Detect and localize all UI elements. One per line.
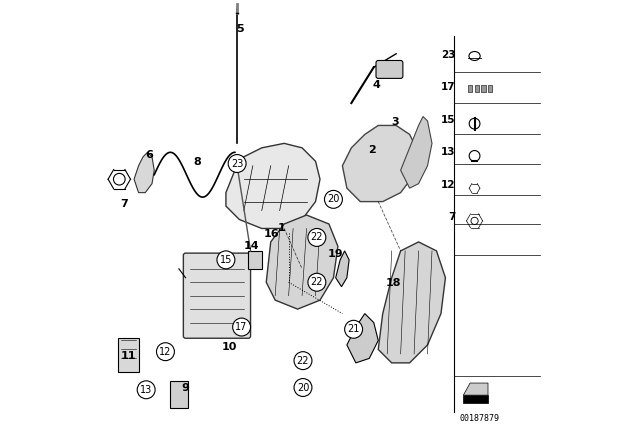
Text: 15: 15 <box>441 115 456 125</box>
Text: 9: 9 <box>182 383 189 392</box>
Polygon shape <box>463 383 488 395</box>
Text: 22: 22 <box>310 277 323 287</box>
Circle shape <box>308 228 326 246</box>
Text: 10: 10 <box>222 342 237 352</box>
Bar <box>488 85 493 92</box>
Bar <box>468 85 472 92</box>
Text: 2: 2 <box>367 145 376 155</box>
Text: 23: 23 <box>231 159 243 168</box>
Text: 14: 14 <box>244 241 260 250</box>
Polygon shape <box>336 251 349 287</box>
Polygon shape <box>342 125 419 202</box>
Text: 21: 21 <box>348 324 360 334</box>
Polygon shape <box>226 143 320 228</box>
Text: 16: 16 <box>264 229 280 239</box>
FancyBboxPatch shape <box>184 253 251 338</box>
Circle shape <box>217 251 235 269</box>
Circle shape <box>294 379 312 396</box>
Polygon shape <box>266 215 338 309</box>
Text: 17: 17 <box>441 82 456 92</box>
Text: 18: 18 <box>386 278 402 288</box>
Text: 12: 12 <box>159 347 172 357</box>
Text: 4: 4 <box>372 80 380 90</box>
Text: 22: 22 <box>310 233 323 242</box>
Polygon shape <box>134 152 154 193</box>
Circle shape <box>233 318 251 336</box>
Circle shape <box>324 190 342 208</box>
Bar <box>463 395 488 403</box>
Bar <box>481 85 486 92</box>
Text: 6: 6 <box>145 150 153 159</box>
Text: 7: 7 <box>449 212 456 222</box>
Polygon shape <box>378 242 445 363</box>
Text: 11: 11 <box>120 351 136 361</box>
Circle shape <box>228 155 246 172</box>
Text: 3: 3 <box>392 117 399 127</box>
Polygon shape <box>347 314 378 363</box>
Text: 5: 5 <box>236 24 244 34</box>
Text: 17: 17 <box>236 322 248 332</box>
Text: 7: 7 <box>120 199 127 209</box>
Circle shape <box>137 381 155 399</box>
Text: 00187879: 00187879 <box>459 414 499 423</box>
Text: 8: 8 <box>193 157 201 167</box>
Text: 13: 13 <box>441 147 456 157</box>
Bar <box>248 251 262 269</box>
Text: 1: 1 <box>278 224 286 233</box>
Circle shape <box>294 352 312 370</box>
Text: 23: 23 <box>441 50 456 60</box>
Circle shape <box>308 273 326 291</box>
Circle shape <box>156 343 174 361</box>
FancyBboxPatch shape <box>376 60 403 78</box>
Text: 13: 13 <box>140 385 152 395</box>
Text: 12: 12 <box>441 180 456 190</box>
Bar <box>170 381 188 408</box>
Text: 22: 22 <box>297 356 309 366</box>
Polygon shape <box>401 116 432 188</box>
Text: 20: 20 <box>327 194 340 204</box>
Bar <box>475 85 479 92</box>
Text: 15: 15 <box>220 255 232 265</box>
Bar <box>118 338 139 372</box>
Text: 19: 19 <box>328 250 344 259</box>
Circle shape <box>344 320 362 338</box>
Text: 20: 20 <box>297 383 309 392</box>
